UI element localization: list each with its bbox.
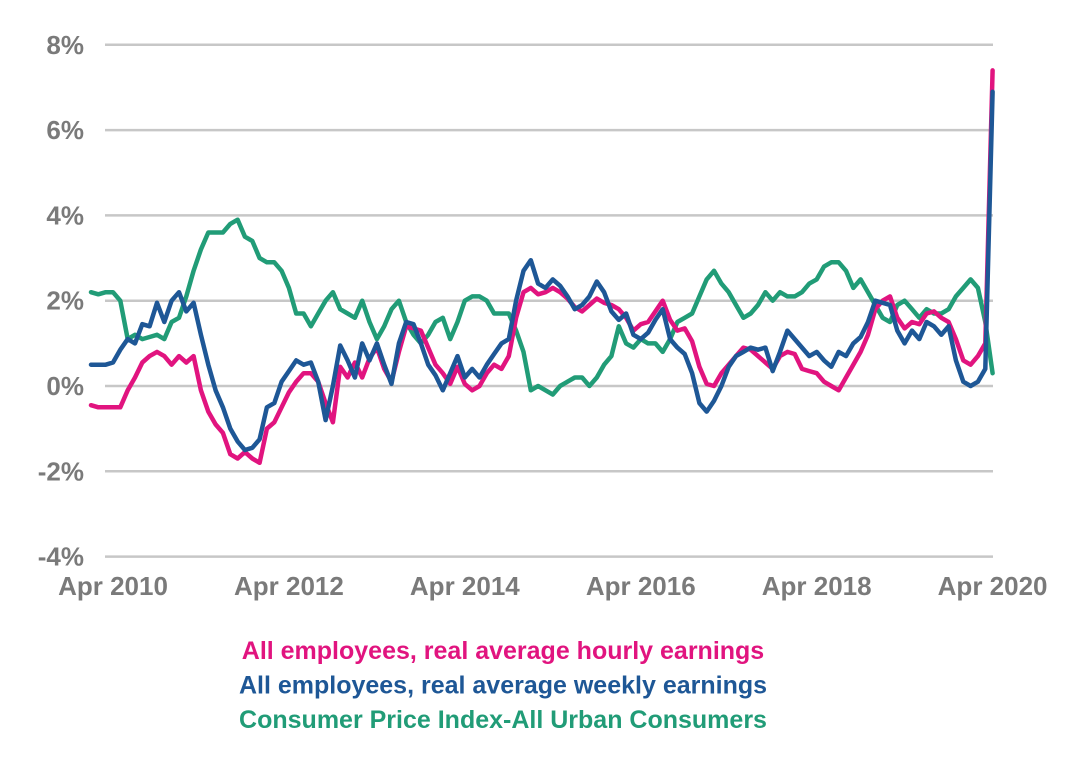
x-axis-label: Apr 2014 [410,571,520,601]
legend-item-1: All employees, real average weekly earni… [239,672,767,700]
x-axis-label: Apr 2012 [234,571,344,601]
x-axis-label: Apr 2016 [586,571,696,601]
legend-item-0: All employees, real average hourly earni… [242,637,764,665]
y-axis-label: 2% [46,286,84,316]
legend-item-2: Consumer Price Index-All Urban Consumers [239,706,767,734]
x-axis-label: Apr 2020 [938,571,1048,601]
x-axis-label: Apr 2018 [762,571,872,601]
y-axis-label: 4% [46,200,84,230]
y-axis-label: 8% [46,30,84,60]
series-line-1 [88,89,995,453]
y-axis-label: -4% [38,542,84,572]
y-axis-label: 6% [46,115,84,145]
y-axis-label: 0% [46,371,84,401]
series-line-0 [88,68,995,466]
x-axis-label: Apr 2010 [58,571,168,601]
series-line-2 [88,217,995,397]
y-axis-label: -2% [38,456,84,486]
